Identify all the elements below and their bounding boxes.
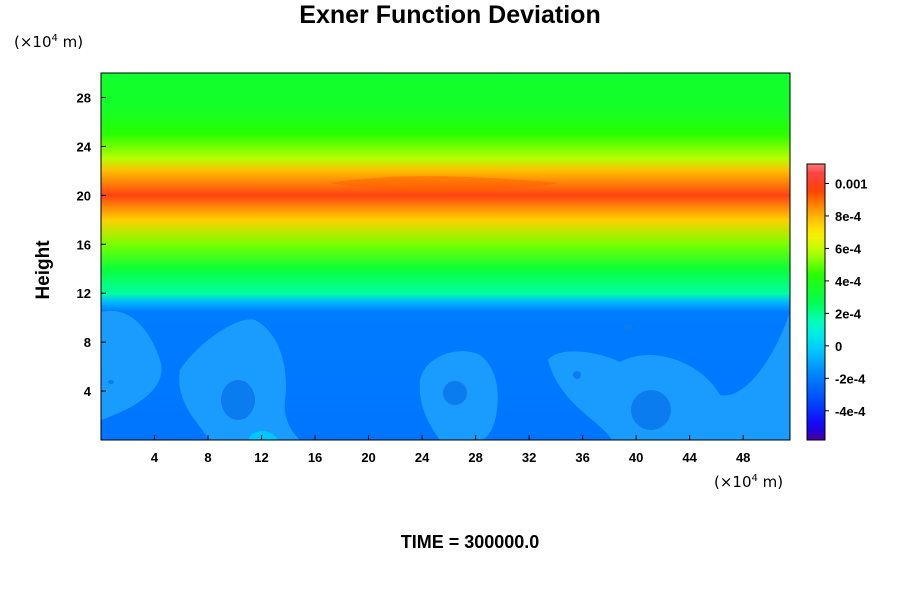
x-tick-label: 4 xyxy=(151,450,159,465)
y-tick-label: 12 xyxy=(77,286,91,301)
plot-frame xyxy=(100,72,791,441)
x-tick-label: 20 xyxy=(361,450,375,465)
contour-spot-1 xyxy=(108,380,114,384)
colorbar-tick-label: -2e-4 xyxy=(835,371,866,386)
x-tick-label: 44 xyxy=(682,450,697,465)
contour-core-3 xyxy=(631,390,671,430)
chart-title: Exner Function Deviation xyxy=(299,1,601,29)
y-unit-label: (×104 m) xyxy=(14,33,84,51)
colorbar-tick-label: -4e-4 xyxy=(835,404,866,419)
y-tick-label: 16 xyxy=(77,237,91,252)
y-axis-ticks: 4 8 12 16 20 24 28 xyxy=(77,90,106,399)
contour-region-2 xyxy=(179,319,300,440)
contour-spot-2 xyxy=(573,371,581,379)
x-tick-label: 12 xyxy=(254,450,268,465)
y-tick-label: 4 xyxy=(84,384,92,399)
x-tick-label: 8 xyxy=(204,450,211,465)
contour-region-4 xyxy=(548,312,790,440)
contour-band-variation xyxy=(330,176,560,193)
plot-area xyxy=(100,72,791,441)
x-tick-label: 16 xyxy=(308,450,322,465)
colorbar-tick-label: 0 xyxy=(835,339,842,354)
x-tick-label: 28 xyxy=(468,450,482,465)
colorbar-tick-label: 0.001 xyxy=(835,176,868,191)
y-tick-label: 28 xyxy=(77,90,91,105)
colorbar-tick-label: 4e-4 xyxy=(835,274,862,289)
contour-spot-3 xyxy=(623,324,633,330)
x-tick-label: 36 xyxy=(575,450,589,465)
y-tick-label: 20 xyxy=(77,188,91,203)
x-unit-label: (×104 m) xyxy=(714,473,784,491)
contour-core-1 xyxy=(221,380,255,420)
x-tick-label: 48 xyxy=(736,450,750,465)
x-tick-label: 40 xyxy=(629,450,643,465)
x-tick-label: 32 xyxy=(522,450,536,465)
y-tick-label: 24 xyxy=(77,139,92,154)
colorbar-tick-label: 8e-4 xyxy=(835,209,862,224)
colorbar: 0.001 8e-4 6e-4 4e-4 2e-4 0 -2e-4 -4e-4 xyxy=(806,163,868,441)
contour-core-2 xyxy=(443,381,467,405)
colorbar-scale xyxy=(806,163,826,441)
colorbar-tick-label: 6e-4 xyxy=(835,241,862,256)
y-tick-label: 8 xyxy=(84,335,91,350)
contour-region-1 xyxy=(101,310,162,420)
contour-patch xyxy=(248,431,278,440)
x-axis-ticks: 4 8 12 16 20 24 28 32 36 40 44 48 xyxy=(151,435,750,465)
time-label: TIME = 300000.0 xyxy=(400,532,540,552)
colorbar-tick-label: 2e-4 xyxy=(835,306,862,321)
x-tick-label: 24 xyxy=(415,450,430,465)
